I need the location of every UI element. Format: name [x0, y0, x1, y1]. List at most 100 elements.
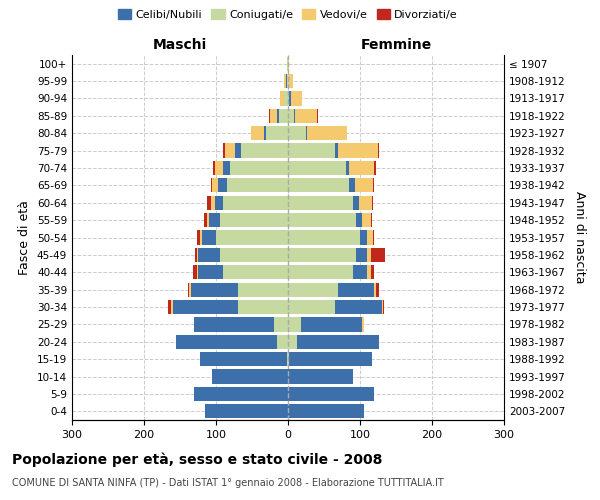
Bar [288, 334, 296, 349]
Bar [224, 144, 235, 158]
Bar [288, 178, 349, 192]
Bar [188, 282, 190, 297]
Bar [195, 248, 197, 262]
Bar [280, 108, 288, 123]
Bar [241, 144, 288, 158]
Bar [356, 213, 362, 227]
Bar [371, 196, 373, 210]
Bar [251, 126, 264, 140]
Bar [288, 230, 360, 244]
Bar [208, 196, 211, 210]
Bar [362, 213, 371, 227]
Bar [220, 248, 288, 262]
Bar [284, 74, 286, 88]
Bar [215, 161, 223, 175]
Bar [349, 178, 355, 192]
Bar [362, 318, 364, 332]
Bar [176, 334, 277, 349]
Bar [198, 248, 220, 262]
Bar [356, 248, 367, 262]
Bar [204, 213, 208, 227]
Bar [291, 92, 302, 106]
Bar [277, 334, 288, 349]
Bar [277, 108, 280, 123]
Bar [307, 126, 347, 140]
Bar [373, 230, 374, 244]
Bar [212, 178, 218, 192]
Bar [338, 282, 374, 297]
Bar [190, 282, 191, 297]
Bar [335, 300, 382, 314]
Bar [269, 108, 270, 123]
Bar [264, 126, 266, 140]
Bar [353, 265, 367, 280]
Bar [288, 387, 374, 401]
Y-axis label: Fasce di età: Fasce di età [19, 200, 31, 275]
Bar [266, 126, 288, 140]
Text: Femmine: Femmine [361, 38, 431, 52]
Bar [289, 92, 291, 106]
Bar [205, 404, 288, 418]
Bar [213, 161, 215, 175]
Bar [288, 352, 289, 366]
Bar [212, 370, 288, 384]
Bar [235, 144, 241, 158]
Bar [274, 318, 288, 332]
Bar [359, 196, 371, 210]
Bar [371, 213, 372, 227]
Legend: Celibi/Nubili, Coniugati/e, Vedovi/e, Divorziati/e: Celibi/Nubili, Coniugati/e, Vedovi/e, Di… [115, 6, 461, 23]
Bar [378, 144, 379, 158]
Bar [367, 265, 371, 280]
Bar [374, 161, 376, 175]
Bar [355, 178, 373, 192]
Bar [353, 196, 359, 210]
Text: COMUNE DI SANTA NINFA (TP) - Dati ISTAT 1° gennaio 2008 - Elaborazione TUTTITALI: COMUNE DI SANTA NINFA (TP) - Dati ISTAT … [12, 478, 444, 488]
Bar [286, 74, 287, 88]
Bar [194, 387, 288, 401]
Bar [346, 161, 349, 175]
Bar [338, 144, 378, 158]
Bar [284, 92, 288, 106]
Bar [216, 230, 288, 244]
Bar [197, 248, 198, 262]
Bar [288, 318, 301, 332]
Bar [374, 282, 376, 297]
Bar [382, 300, 383, 314]
Bar [295, 108, 317, 123]
Bar [294, 108, 295, 123]
Bar [371, 248, 385, 262]
Bar [200, 230, 202, 244]
Bar [335, 144, 338, 158]
Bar [349, 161, 374, 175]
Bar [288, 126, 306, 140]
Bar [288, 196, 353, 210]
Bar [287, 352, 288, 366]
Bar [223, 265, 288, 280]
Bar [289, 74, 293, 88]
Bar [367, 230, 373, 244]
Bar [218, 178, 227, 192]
Bar [288, 74, 289, 88]
Text: Popolazione per età, sesso e stato civile - 2008: Popolazione per età, sesso e stato civil… [12, 452, 382, 467]
Bar [211, 178, 212, 192]
Bar [173, 300, 238, 314]
Bar [376, 282, 379, 297]
Bar [202, 230, 216, 244]
Bar [367, 248, 371, 262]
Bar [200, 352, 287, 366]
Bar [296, 334, 379, 349]
Bar [288, 92, 289, 106]
Bar [280, 92, 284, 106]
Bar [198, 265, 223, 280]
Bar [288, 370, 353, 384]
Bar [287, 56, 288, 71]
Bar [220, 213, 288, 227]
Bar [208, 213, 209, 227]
Bar [215, 196, 223, 210]
Bar [270, 108, 277, 123]
Bar [288, 300, 335, 314]
Bar [288, 161, 346, 175]
Bar [211, 196, 215, 210]
Bar [288, 213, 356, 227]
Bar [197, 265, 198, 280]
